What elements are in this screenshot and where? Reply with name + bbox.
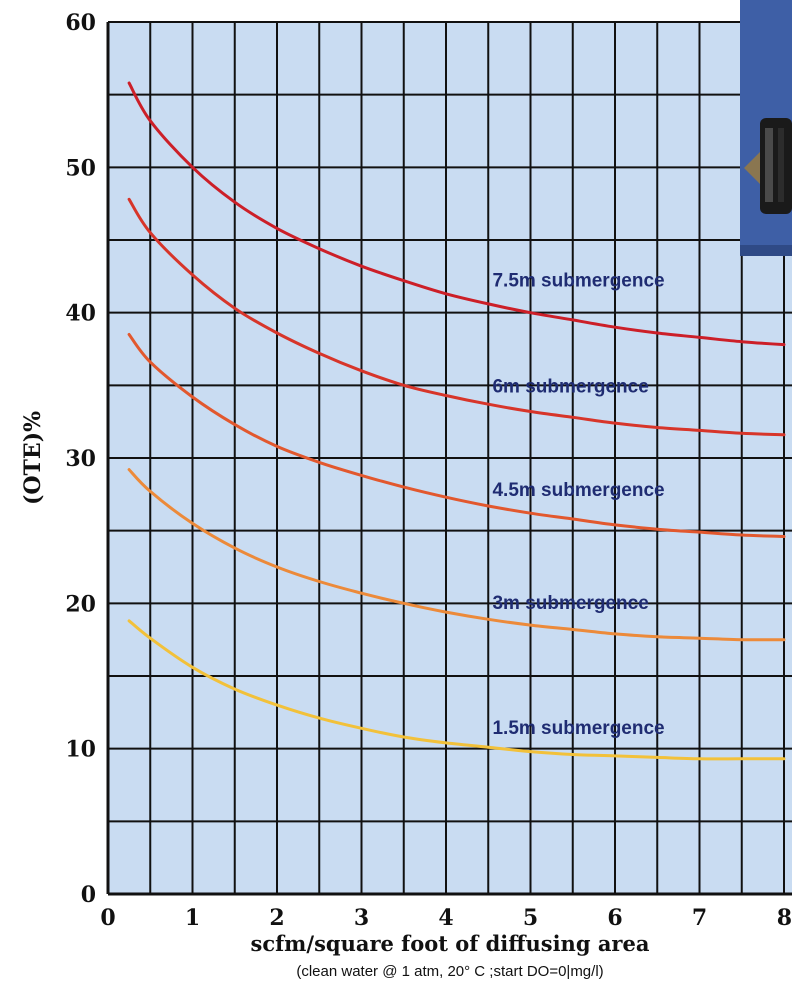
x-tick-label: 1 bbox=[185, 905, 200, 931]
series-labels: 7.5m submergence 6m submergence 4.5m subme… bbox=[492, 271, 664, 740]
y-axis-title: (OTE)% bbox=[20, 411, 46, 505]
x-tick-label: 0 bbox=[100, 905, 115, 931]
x-tick-label: 5 bbox=[523, 905, 538, 931]
diffuser-photo-icon bbox=[740, 0, 792, 256]
series-line-4 bbox=[127, 468, 786, 642]
x-tick-label: 6 bbox=[607, 905, 622, 931]
x-axis-subtitle: (clean water @ 1 atm, 20° C ;start DO=0|… bbox=[296, 963, 603, 980]
x-tick-label: 7 bbox=[692, 905, 707, 931]
series-label-1: 7.5m submergence bbox=[492, 271, 664, 292]
y-tick-label: 50 bbox=[65, 155, 96, 181]
y-tick-label: 0 bbox=[81, 882, 96, 908]
x-tick-label: 8 bbox=[777, 905, 792, 931]
y-tick-label: 30 bbox=[65, 446, 96, 472]
y-tick-label: 40 bbox=[65, 301, 96, 327]
series-label-3: 4.5m submergence bbox=[492, 480, 664, 501]
series-lines bbox=[127, 81, 786, 761]
y-tick-label: 60 bbox=[65, 10, 96, 36]
y-tick-label: 20 bbox=[65, 591, 96, 617]
x-tick-label: 2 bbox=[269, 905, 284, 931]
series-line-5 bbox=[127, 619, 786, 761]
x-tick-label: 4 bbox=[438, 905, 453, 931]
series-line-3 bbox=[127, 333, 786, 538]
tick-labels: 0 1 2 3 4 5 6 7 8 0 10 20 30 40 50 60 bbox=[65, 10, 792, 931]
series-label-4: 3m submergence bbox=[492, 593, 648, 614]
series-line-2 bbox=[127, 197, 786, 437]
series-label-2: 6m submergence bbox=[492, 377, 648, 398]
x-tick-label: 3 bbox=[354, 905, 369, 931]
x-axis-title: scfm/square foot of diffusing area bbox=[251, 931, 650, 956]
series-line-1 bbox=[127, 81, 786, 347]
y-tick-label: 10 bbox=[65, 737, 96, 763]
series-label-5: 1.5m submergence bbox=[492, 718, 664, 739]
